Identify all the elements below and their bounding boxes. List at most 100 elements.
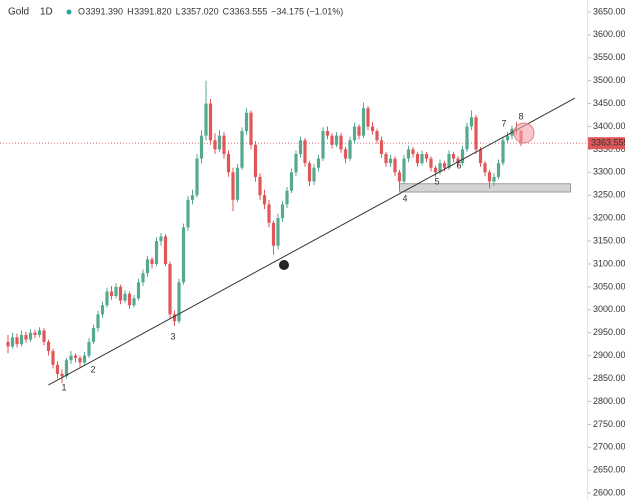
candle-body	[24, 335, 28, 340]
candle-body	[181, 227, 186, 283]
candle-body	[64, 360, 69, 377]
candle-body	[321, 131, 325, 159]
symbol: Gold	[8, 7, 29, 18]
candle-body	[496, 163, 501, 177]
marker-circle	[279, 260, 289, 270]
interval: 1D	[40, 7, 53, 18]
candle-body	[361, 108, 366, 136]
candle-body	[204, 103, 208, 136]
candle-body	[262, 195, 267, 205]
ohlc-value: 3357.020	[181, 6, 219, 16]
candle-body	[222, 135, 226, 154]
candle-body	[289, 172, 294, 191]
candle-body	[456, 158, 460, 164]
candle-body	[505, 135, 510, 141]
candle-body	[384, 153, 388, 164]
candle-body	[469, 117, 474, 127]
candle-body	[78, 357, 82, 363]
support-zone	[399, 183, 571, 193]
candle-body	[42, 330, 46, 342]
candle-body	[249, 112, 253, 145]
candle-body	[316, 158, 321, 168]
candle-body	[352, 126, 357, 141]
candle-body	[276, 218, 280, 246]
change: −34.175 (−1.01%)	[271, 6, 343, 16]
candle-body	[460, 149, 465, 164]
candle-body	[19, 335, 24, 345]
candle-body	[334, 135, 339, 145]
y-tick-label: 3250.000	[593, 190, 625, 200]
y-tick-label: 3500.000	[593, 75, 625, 85]
candle-body	[303, 140, 307, 164]
annotation: 5	[434, 176, 439, 186]
candle-body	[46, 341, 51, 352]
candle-body	[186, 199, 190, 228]
candle-body	[348, 140, 352, 159]
candle-body	[141, 273, 145, 283]
candle-body	[438, 163, 442, 173]
candle-body	[96, 314, 100, 329]
candle-body	[465, 126, 469, 150]
candle-body	[37, 330, 42, 336]
candle-body	[105, 291, 109, 306]
candle-body	[258, 176, 262, 196]
annotation: 3	[170, 331, 175, 341]
candle-body	[357, 126, 361, 136]
candle-body	[177, 282, 181, 322]
status-dot	[66, 9, 72, 15]
price-box	[588, 137, 625, 150]
candle-body	[366, 108, 370, 127]
ohlc-value: 3391.390	[86, 6, 124, 16]
candle-body	[123, 293, 127, 301]
y-tick-label: 2800.000	[593, 396, 625, 406]
candle-body	[55, 364, 60, 374]
highlight-circle	[513, 122, 535, 144]
candle-body	[109, 291, 114, 297]
candle-body	[478, 149, 483, 164]
candle-body	[415, 153, 420, 164]
annotation: 2	[90, 364, 95, 374]
ohlc-value: 3391.820	[134, 6, 172, 16]
candle-body	[82, 355, 87, 363]
candle-body	[145, 259, 150, 274]
plot-area: 1 2 3 4 5 6 7 8?	[0, 80, 588, 392]
marker-label: ?	[281, 260, 287, 270]
candle-body	[199, 135, 204, 159]
candle-body	[190, 195, 195, 200]
trendline	[48, 97, 576, 386]
candle-body	[226, 153, 231, 173]
candle-body	[73, 355, 78, 358]
candle-body	[69, 355, 73, 361]
y-tick-label: 2700.000	[593, 442, 625, 452]
candle-body	[330, 135, 334, 145]
header: Gold 1D O 3391.390 H 3391.820 L 3357.020 C 3363…	[8, 6, 343, 17]
candle-body	[163, 236, 168, 264]
y-tick-label: 3450.000	[593, 98, 625, 108]
y-tick-label: 3150.000	[593, 235, 625, 245]
y-tick-label: 2900.000	[593, 350, 625, 360]
candle-body	[253, 144, 258, 177]
candle-body	[474, 117, 478, 150]
candle-body	[87, 341, 91, 356]
candle-body	[91, 328, 96, 342]
candle-body	[267, 204, 271, 223]
candle-body	[312, 167, 316, 182]
candle-body	[307, 163, 312, 182]
candle-body	[6, 341, 10, 347]
annotation: 4	[402, 193, 407, 203]
y-tick-label: 3050.000	[593, 281, 625, 291]
candle-body	[325, 131, 330, 136]
candle-body	[60, 373, 64, 377]
candle-body	[172, 314, 177, 322]
ohlc-label: O	[78, 6, 85, 16]
y-tick-label: 3550.000	[593, 52, 625, 62]
candle-body	[28, 332, 33, 340]
y-tick-label: 2650.000	[593, 465, 625, 475]
candle-body	[429, 158, 433, 168]
candle-body	[168, 263, 172, 315]
y-tick-label: 2600.000	[593, 488, 625, 498]
candle-body	[208, 103, 213, 141]
y-tick-label: 3100.000	[593, 258, 625, 268]
candle-body	[397, 172, 402, 182]
